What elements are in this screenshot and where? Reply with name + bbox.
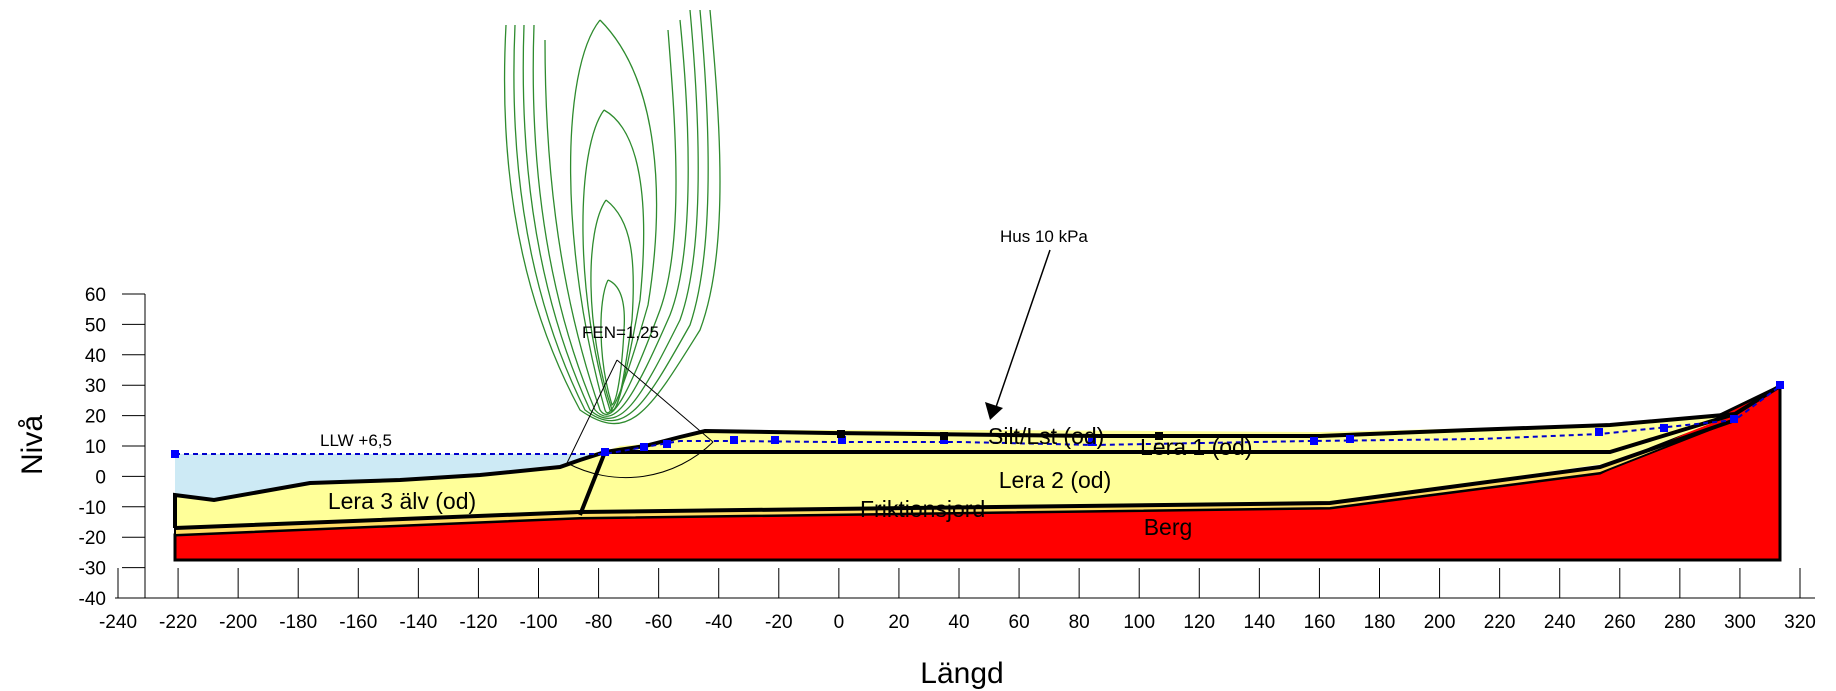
label-lera1: Lera 1 (od): [1140, 434, 1253, 460]
y-tick-label: 0: [95, 467, 106, 488]
y-tick-label: -20: [79, 528, 106, 549]
x-tick-label: -20: [765, 612, 792, 633]
label-silt: Silt/Lst (od): [988, 423, 1104, 449]
factor-of-safety-contours: [503, 9, 721, 425]
x-tick-label: 40: [948, 612, 969, 633]
y-axis-title: Nivå: [16, 415, 49, 475]
x-tick-label: 320: [1784, 612, 1816, 633]
water-area: [175, 452, 605, 500]
y-tick-label: 10: [85, 437, 106, 458]
x-tick-label: 180: [1364, 612, 1396, 633]
y-tick-label: -10: [79, 498, 106, 519]
label-fen: FEN=1,25: [582, 323, 659, 342]
label-lera2: Lera 2 (od): [999, 467, 1112, 493]
y-tick-label: 50: [85, 315, 106, 336]
x-tick-label: 260: [1604, 612, 1636, 633]
slip-circle: [566, 359, 714, 479]
x-tick-label: -200: [219, 612, 257, 633]
y-tick-labels: 60 50 40 30 20 10 0 -10 -20 -30 -40: [79, 285, 106, 610]
x-tick-label: 140: [1244, 612, 1276, 633]
x-tick-label: 200: [1424, 612, 1456, 633]
y-tick-label: 40: [85, 346, 106, 367]
x-tick-label: -60: [645, 612, 672, 633]
x-tick-label: 100: [1123, 612, 1155, 633]
y-tick-label: 30: [85, 376, 106, 397]
label-llw: LLW +6,5: [320, 431, 392, 450]
x-tick-label: 60: [1009, 612, 1030, 633]
x-tick-label: -160: [339, 612, 377, 633]
x-tick-label: 0: [834, 612, 845, 633]
label-friktion: Friktionsjord: [860, 496, 985, 522]
x-tick-label: 120: [1183, 612, 1215, 633]
x-tick-labels: -240 -220 -200 -180 -160 -140 -120 -100 -80 -60 -4…: [99, 612, 1816, 633]
x-tick-label: -140: [399, 612, 437, 633]
y-tick-label: 20: [85, 407, 106, 428]
x-tick-label: 240: [1544, 612, 1576, 633]
x-tick-label: -80: [585, 612, 612, 633]
x-tick-label: 300: [1724, 612, 1756, 633]
x-tick-label: -40: [705, 612, 732, 633]
y-tick-label: -40: [79, 589, 106, 610]
x-tick-label: 20: [888, 612, 909, 633]
x-axis-title: Längd: [920, 657, 1003, 690]
x-tick-label: -100: [519, 612, 557, 633]
y-tick-label: -30: [79, 559, 106, 580]
load-arrow: [985, 249, 1051, 420]
y-tick-label: 60: [85, 285, 106, 306]
x-tick-label: 80: [1069, 612, 1090, 633]
phreatic-line: [171, 381, 1784, 458]
x-tick-label: 160: [1304, 612, 1336, 633]
label-lera3: Lera 3 älv (od): [328, 488, 476, 514]
x-tick-label: -120: [459, 612, 497, 633]
x-tick-marks: [117, 568, 1801, 598]
label-hus-load: Hus 10 kPa: [1000, 227, 1088, 246]
x-tick-label: 220: [1484, 612, 1516, 633]
x-tick-label: -220: [159, 612, 197, 633]
x-tick-label: -240: [99, 612, 137, 633]
x-tick-label: 280: [1664, 612, 1696, 633]
y-tick-marks: [122, 293, 145, 599]
x-tick-label: -180: [279, 612, 317, 633]
label-berg: Berg: [1144, 514, 1193, 540]
